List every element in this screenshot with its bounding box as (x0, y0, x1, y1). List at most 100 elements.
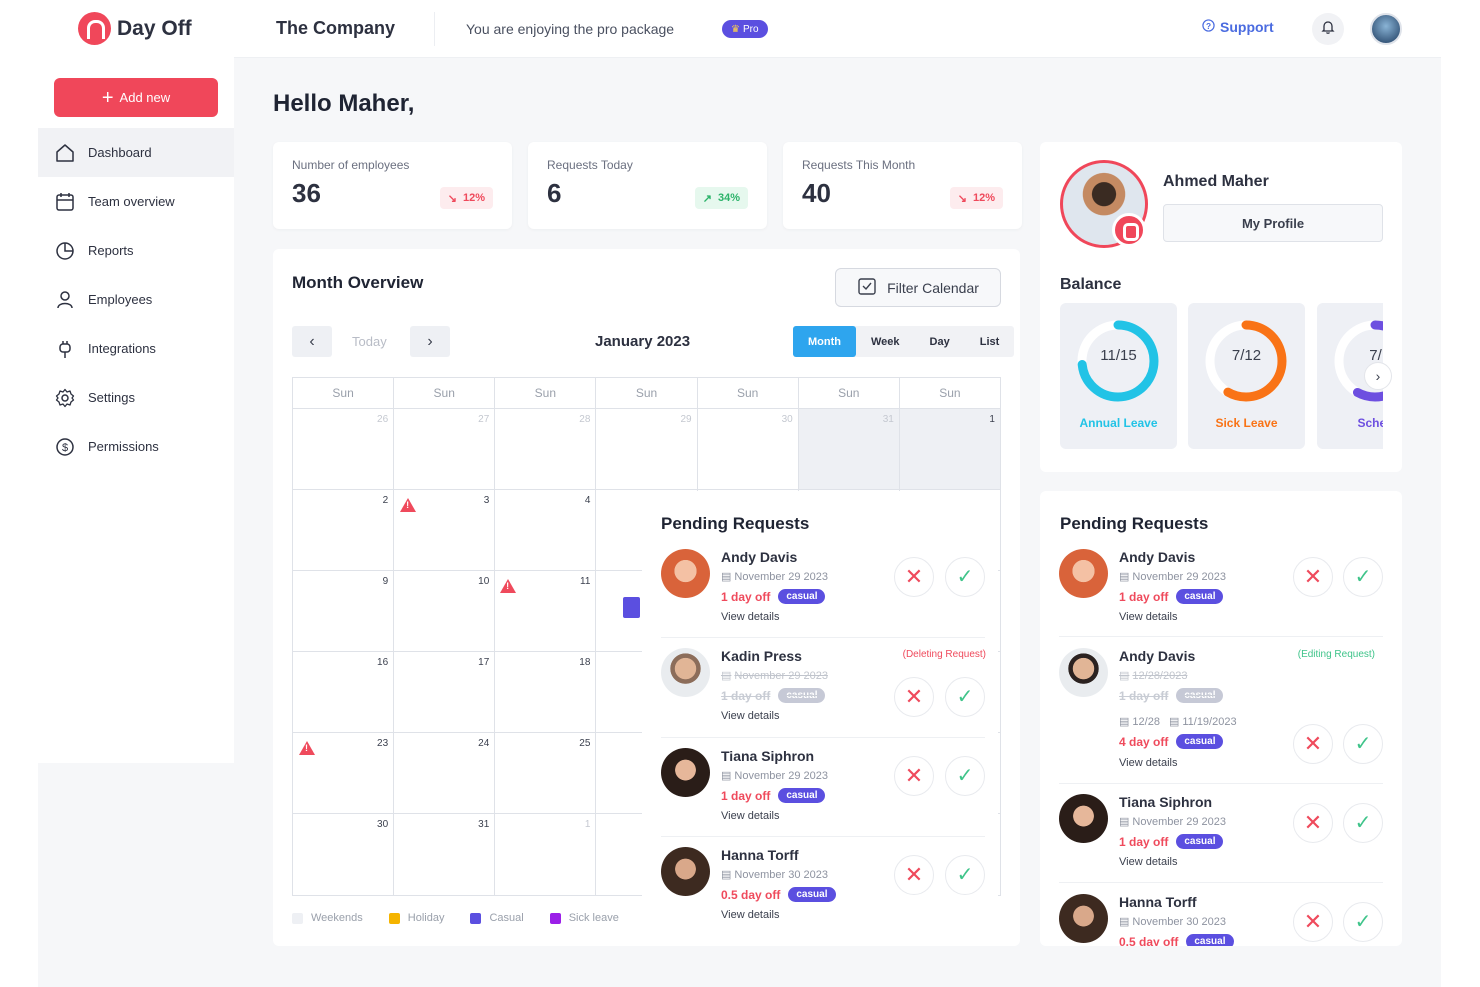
requester-photo (661, 549, 710, 598)
calendar-day[interactable]: 18 (495, 652, 597, 732)
company-name[interactable]: The Company (276, 18, 396, 38)
request-days: 4 day off casual (1119, 734, 1224, 749)
calendar-day-weekend[interactable]: 1 (899, 409, 1000, 489)
day-number: 1 (989, 414, 995, 425)
view-details-link[interactable]: View details (721, 909, 780, 921)
sidebar-item-label: Employees (88, 292, 153, 307)
calendar-day[interactable]: 16 (293, 652, 395, 732)
approve-button[interactable]: ✓ (1343, 902, 1383, 942)
view-details-link[interactable]: View details (721, 611, 780, 623)
reject-button[interactable]: ✕ (1293, 724, 1333, 764)
close-icon: ✕ (904, 763, 924, 788)
calendar-day[interactable]: 26 (293, 409, 395, 489)
request-days: 1 day off casual (721, 688, 826, 703)
support-link[interactable]: ? Support (1202, 19, 1274, 35)
calendar-day[interactable]: 29 (596, 409, 698, 489)
day-number: 1 (584, 819, 591, 830)
approve-button[interactable]: ✓ (945, 557, 985, 597)
check-icon: ✓ (1354, 812, 1372, 834)
sidebar-item-employees[interactable]: Employees (38, 275, 234, 324)
tab-week[interactable]: Week (870, 335, 900, 348)
calendar-day[interactable]: 27 (394, 409, 496, 489)
calendar-small-icon: ▤ (1119, 571, 1130, 583)
pro-badge[interactable]: ♛ Pro (722, 20, 768, 38)
warning-icon[interactable] (500, 579, 517, 593)
approve-button[interactable]: ✓ (945, 756, 985, 796)
close-icon: ✕ (904, 684, 924, 709)
calendar-day[interactable]: 30 (293, 814, 395, 895)
warning-icon[interactable] (400, 498, 417, 512)
view-tabs: Month Week Day List (793, 326, 1015, 357)
casual-event-marker[interactable] (623, 597, 641, 618)
requester-photo (661, 847, 710, 896)
request-date: ▤ November 29 2023 (721, 570, 828, 584)
calendar-day[interactable]: 4 (495, 490, 597, 570)
legend-swatch (470, 912, 482, 924)
bell-icon (1320, 19, 1336, 40)
requester-name: Andy Davis (721, 549, 798, 565)
prev-month-button[interactable]: ‹ (292, 326, 332, 357)
next-month-button[interactable]: › (410, 326, 450, 357)
approve-button[interactable]: ✓ (945, 855, 985, 895)
calendar-day[interactable]: 2 (293, 490, 395, 570)
notifications-button[interactable] (1312, 13, 1344, 45)
approve-button[interactable]: ✓ (945, 677, 985, 717)
reject-button[interactable]: ✕ (1293, 557, 1333, 597)
tab-month[interactable]: Month (793, 326, 856, 357)
calendar-day[interactable]: 30 (698, 409, 799, 489)
view-details-link[interactable]: View details (721, 710, 780, 722)
calendar-day[interactable]: 25 (495, 733, 597, 813)
sidebar-item-reports[interactable]: Reports (38, 226, 234, 275)
user-avatar[interactable] (1370, 13, 1402, 45)
reject-button[interactable]: ✕ (894, 557, 934, 597)
sidebar-item-settings[interactable]: Settings (38, 373, 234, 422)
reject-button[interactable]: ✕ (1293, 803, 1333, 843)
divider (661, 637, 985, 638)
approve-button[interactable]: ✓ (1343, 803, 1383, 843)
today-button[interactable]: Today (352, 334, 387, 349)
calendar-day[interactable]: 1 (495, 814, 597, 895)
view-details-link[interactable]: View details (1119, 757, 1178, 769)
requester-photo (1059, 549, 1108, 598)
sidebar-item-team-overview[interactable]: Team overview (38, 177, 234, 226)
filter-calendar-button[interactable]: Filter Calendar (835, 268, 1001, 307)
approve-button[interactable]: ✓ (1343, 724, 1383, 764)
stat-label: Requests Today (547, 158, 633, 172)
approve-button[interactable]: ✓ (1343, 557, 1383, 597)
reject-button[interactable]: ✕ (894, 677, 934, 717)
reject-button[interactable]: ✕ (1293, 902, 1333, 942)
sidebar-item-permissions[interactable]: $ Permissions (38, 422, 234, 471)
calendar-day[interactable]: 23 (293, 733, 395, 813)
calendar-day[interactable]: 3 (394, 490, 496, 570)
calendar-day[interactable]: 10 (394, 571, 517, 651)
reject-button[interactable]: ✕ (894, 855, 934, 895)
sidebar-item-integrations[interactable]: Integrations (38, 324, 234, 373)
calendar-day[interactable]: 24 (394, 733, 496, 813)
calendar-day-weekend[interactable]: 31 (798, 409, 900, 489)
reject-button[interactable]: ✕ (894, 756, 934, 796)
balance-card-sick[interactable]: 7/12 Sick Leave (1188, 303, 1305, 449)
app-logo[interactable]: Day Off (78, 12, 192, 45)
tab-list[interactable]: List (979, 335, 1000, 348)
balance-ring (1334, 320, 1383, 402)
calendar-day[interactable]: 17 (394, 652, 496, 732)
stat-value: 6 (547, 178, 562, 208)
filter-calendar-icon (857, 276, 877, 299)
calendar-day[interactable]: 28 (495, 409, 597, 489)
balance-next-button[interactable]: › (1364, 362, 1392, 390)
add-new-button[interactable]: + Add new (54, 78, 218, 117)
balance-label: Sick Leave (1215, 416, 1278, 430)
my-profile-button[interactable]: My Profile (1163, 204, 1383, 242)
calendar-day[interactable]: 9 (293, 571, 395, 651)
view-details-link[interactable]: View details (1119, 856, 1178, 868)
close-icon: ✕ (904, 862, 924, 887)
view-details-link[interactable]: View details (721, 810, 780, 822)
warning-icon[interactable] (299, 741, 315, 755)
view-details-link[interactable]: View details (1119, 611, 1178, 623)
sidebar-item-dashboard[interactable]: Dashboard (38, 128, 234, 177)
balance-card-annual[interactable]: 11/15 Annual Leave (1060, 303, 1177, 449)
calendar-day[interactable]: 11 (495, 571, 597, 651)
calendar-day[interactable]: 31 (394, 814, 496, 895)
tab-day[interactable]: Day (929, 335, 950, 348)
days-off-text: 1 day off (721, 688, 771, 703)
